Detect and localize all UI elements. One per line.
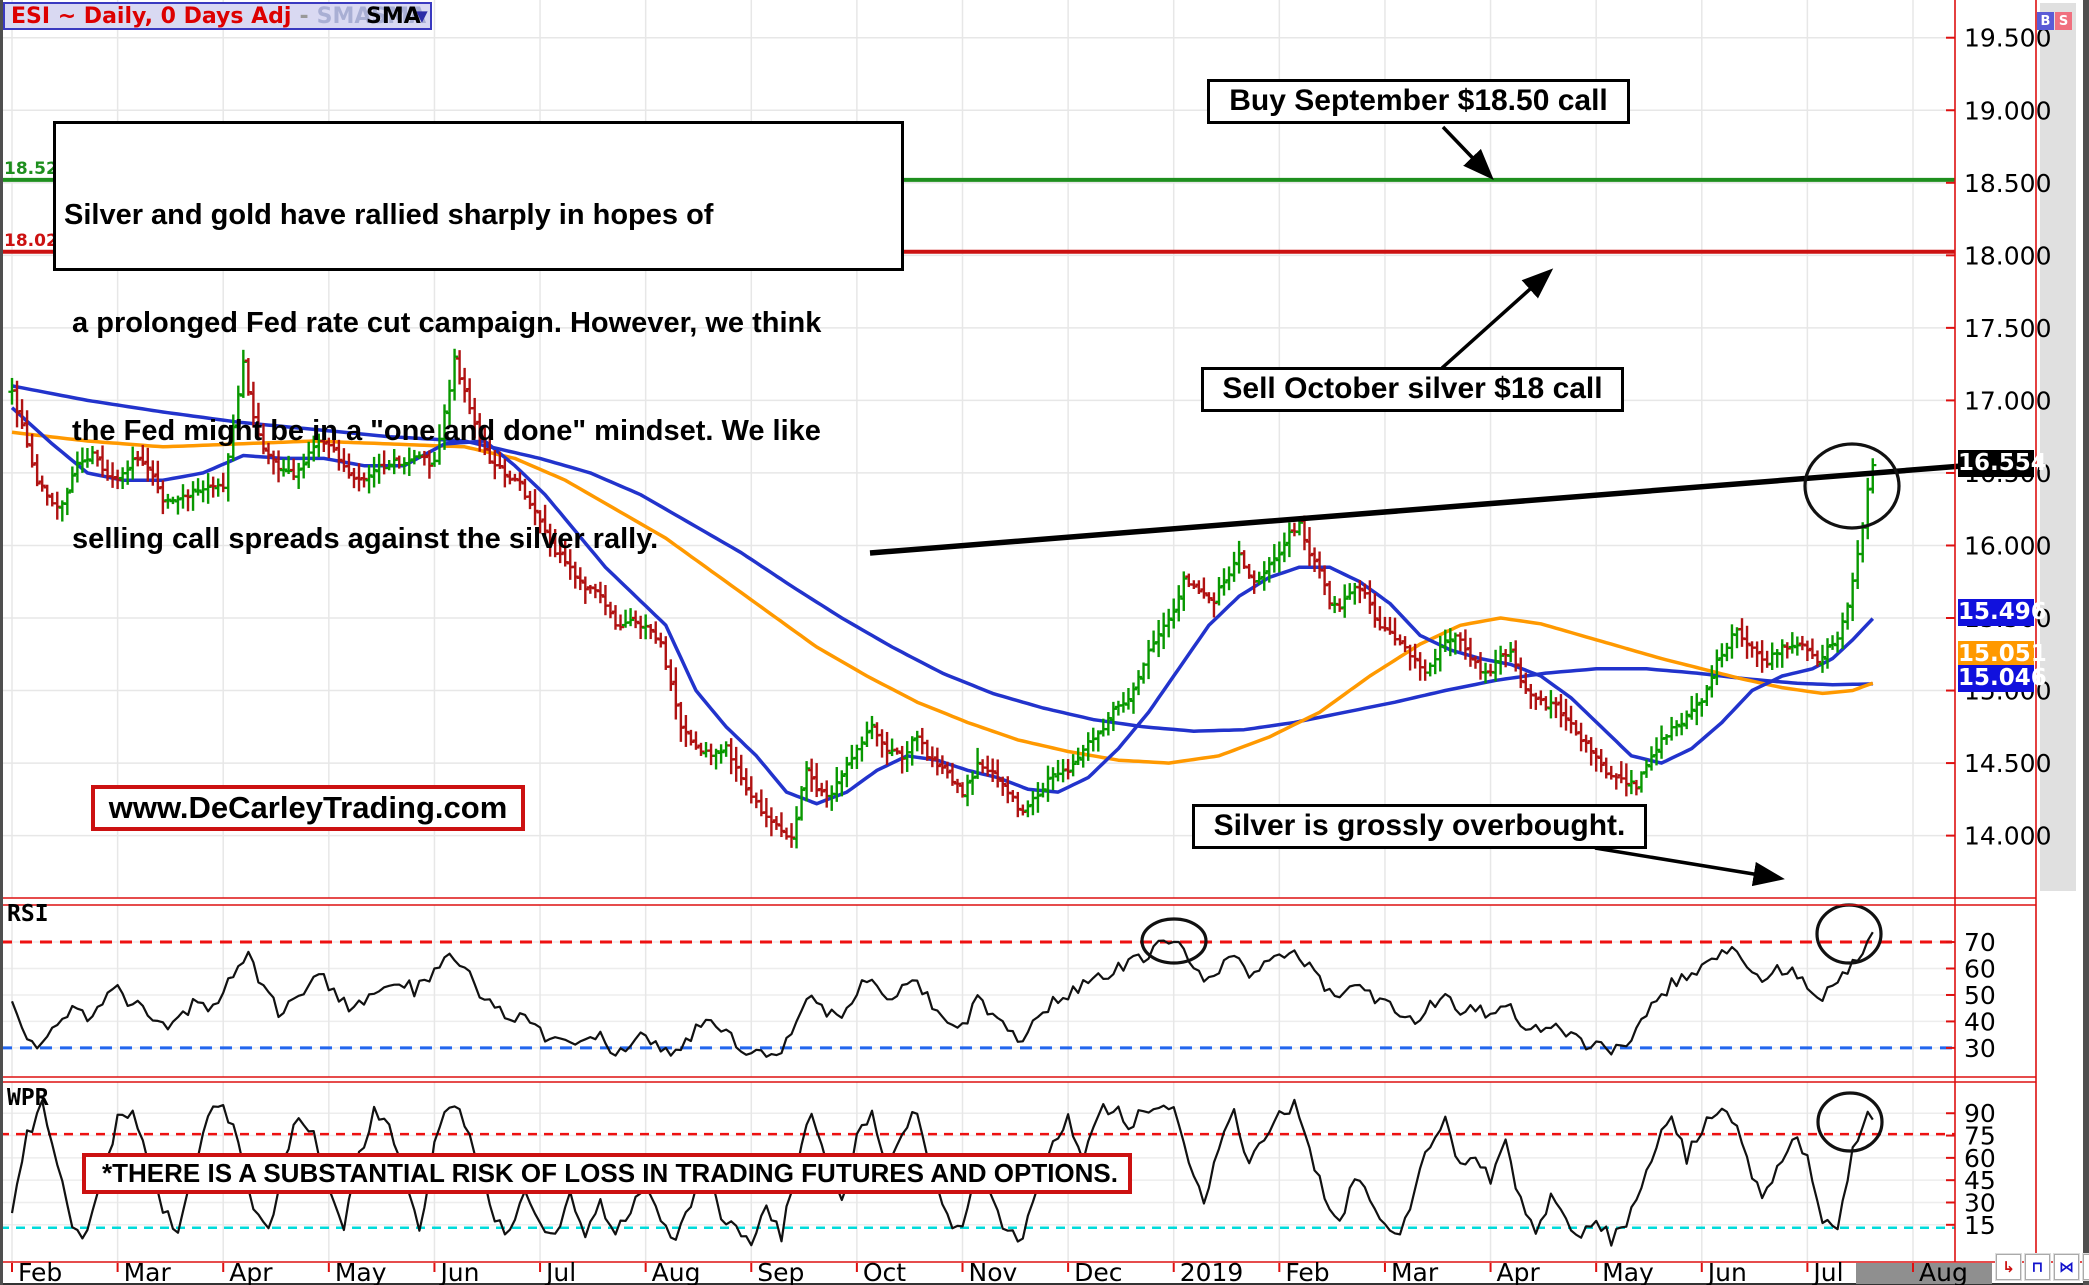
svg-text:Jul: Jul bbox=[544, 1258, 576, 1285]
future-month-highlight bbox=[1856, 1263, 1992, 1284]
window-left-edge bbox=[0, 0, 3, 1285]
price-badge: 15.046 bbox=[1958, 665, 2047, 692]
svg-text:16.000: 16.000 bbox=[1964, 531, 2051, 560]
sell-call-note[interactable]: Sell October silver $18 call bbox=[1201, 367, 1624, 412]
website-note[interactable]: www.DeCarleyTrading.com bbox=[91, 785, 525, 831]
overbought-note[interactable]: Silver is grossly overbought. bbox=[1192, 804, 1647, 849]
title-separator: - bbox=[299, 3, 309, 29]
svg-text:Jul: Jul bbox=[1811, 1258, 1843, 1285]
svg-text:Apr: Apr bbox=[1497, 1258, 1541, 1285]
svg-text:Apr: Apr bbox=[229, 1258, 273, 1285]
rsi-line bbox=[10, 931, 1874, 1058]
commentary-line: Silver and gold have rallied sharply in … bbox=[64, 199, 714, 231]
threshold-lines bbox=[0, 940, 1955, 1230]
svg-text:Aug: Aug bbox=[652, 1258, 701, 1285]
ma-slow-blue-line bbox=[11, 384, 1873, 733]
price-axis-scrollbar[interactable] bbox=[2040, 3, 2076, 891]
svg-text:40: 40 bbox=[1964, 1007, 1996, 1036]
annotation-arrow[interactable] bbox=[1594, 846, 1785, 887]
svg-text:Dec: Dec bbox=[1074, 1258, 1122, 1285]
svg-text:30: 30 bbox=[1964, 1188, 1996, 1217]
time-axis: Feb Mar Apr May Jun Jul Aug Sep Oct Nov Dec 2019 Feb… bbox=[11, 1258, 1992, 1285]
svg-text:75: 75 bbox=[1964, 1122, 1996, 1151]
symbol-title: ESI ~ Daily, 0 Days Adj bbox=[11, 3, 292, 29]
svg-text:60: 60 bbox=[1964, 955, 1996, 984]
svg-text:90: 90 bbox=[1964, 1099, 1996, 1128]
buy-call-note[interactable]: Buy September $18.50 call bbox=[1207, 79, 1630, 124]
buy-button[interactable]: B bbox=[2037, 12, 2054, 30]
svg-text:May: May bbox=[1602, 1258, 1654, 1285]
sell-button[interactable]: S bbox=[2055, 12, 2072, 30]
buy-sell-buttons: B S bbox=[2037, 12, 2072, 30]
scroll-right-button[interactable]: ↳ bbox=[1996, 1254, 2021, 1280]
chart-toolbar: ↳⊓⋈⋈⋈ bbox=[1996, 1254, 2089, 1280]
svg-text:14.500: 14.500 bbox=[1964, 749, 2051, 778]
commentary-note[interactable]: Silver and gold have rallied sharply in … bbox=[53, 121, 904, 555]
svg-text:14.000: 14.000 bbox=[1964, 822, 2051, 851]
commentary-line: a prolonged Fed rate cut campaign. Howev… bbox=[64, 307, 822, 339]
commentary-line: selling call spreads against the silver … bbox=[64, 523, 659, 555]
svg-text:19.500: 19.500 bbox=[1964, 24, 2051, 53]
highlight-circle[interactable] bbox=[1140, 917, 1208, 965]
candlesticks bbox=[8, 348, 1877, 849]
highlight-circle[interactable] bbox=[1816, 1091, 1884, 1153]
annotation-arrow[interactable] bbox=[1441, 125, 1494, 181]
window-right-edge bbox=[2083, 0, 2089, 1285]
svg-text:Oct: Oct bbox=[863, 1258, 906, 1285]
price-badge: 16.554 bbox=[1958, 450, 2047, 477]
svg-text:70: 70 bbox=[1964, 928, 1996, 957]
price-badge: 15.496 bbox=[1958, 599, 2047, 626]
compress-blue-button[interactable]: ⋈ bbox=[2054, 1254, 2079, 1280]
svg-text:May: May bbox=[335, 1258, 387, 1285]
svg-text:Mar: Mar bbox=[124, 1258, 172, 1285]
wpr-panel-label: WPR bbox=[7, 1085, 49, 1111]
svg-text:Feb: Feb bbox=[1285, 1258, 1329, 1285]
rsi-panel-label: RSI bbox=[7, 901, 49, 927]
svg-text:Aug: Aug bbox=[1919, 1258, 1968, 1285]
svg-text:17.500: 17.500 bbox=[1964, 314, 2051, 343]
overlay-indicator-labels: SMASMA bbox=[316, 3, 427, 29]
svg-text:17.000: 17.000 bbox=[1964, 386, 2051, 415]
svg-text:Jun: Jun bbox=[438, 1258, 479, 1285]
gridlines bbox=[0, 0, 1955, 1262]
step-mode-button[interactable]: ⊓ bbox=[2025, 1254, 2050, 1280]
price-badge: 15.051 bbox=[1958, 641, 2047, 668]
svg-text:30: 30 bbox=[1964, 1034, 1996, 1063]
symbol-selector[interactable]: ESI ~ Daily, 0 Days Adj - SMASMA ▼ bbox=[3, 2, 432, 30]
highlight-circle[interactable] bbox=[1803, 442, 1901, 530]
sma-indicator-label: SMA bbox=[366, 4, 421, 29]
commentary-line: the Fed might be in a "one and done" min… bbox=[64, 415, 821, 447]
svg-text:18.000: 18.000 bbox=[1964, 241, 2051, 270]
svg-text:60: 60 bbox=[1964, 1144, 1996, 1173]
compress-green-button[interactable]: ⋈ bbox=[2083, 1254, 2089, 1280]
svg-text:Jun: Jun bbox=[1706, 1258, 1747, 1285]
svg-text:2019: 2019 bbox=[1180, 1258, 1244, 1285]
svg-text:19.000: 19.000 bbox=[1964, 96, 2051, 125]
svg-text:Sep: Sep bbox=[757, 1258, 804, 1285]
annotation-arrow[interactable] bbox=[1440, 268, 1554, 370]
svg-text:Nov: Nov bbox=[969, 1258, 1018, 1285]
svg-text:45: 45 bbox=[1964, 1166, 1996, 1195]
svg-text:18.500: 18.500 bbox=[1964, 169, 2051, 198]
svg-text:Mar: Mar bbox=[1391, 1258, 1439, 1285]
trendline[interactable] bbox=[869, 463, 1963, 556]
chevron-down-icon[interactable]: ▼ bbox=[416, 7, 428, 25]
svg-text:15: 15 bbox=[1964, 1211, 1996, 1240]
svg-text:Feb: Feb bbox=[18, 1258, 62, 1285]
risk-disclaimer-note[interactable]: *THERE IS A SUBSTANTIAL RISK OF LOSS IN … bbox=[82, 1153, 1132, 1194]
svg-text:50: 50 bbox=[1964, 981, 1996, 1010]
